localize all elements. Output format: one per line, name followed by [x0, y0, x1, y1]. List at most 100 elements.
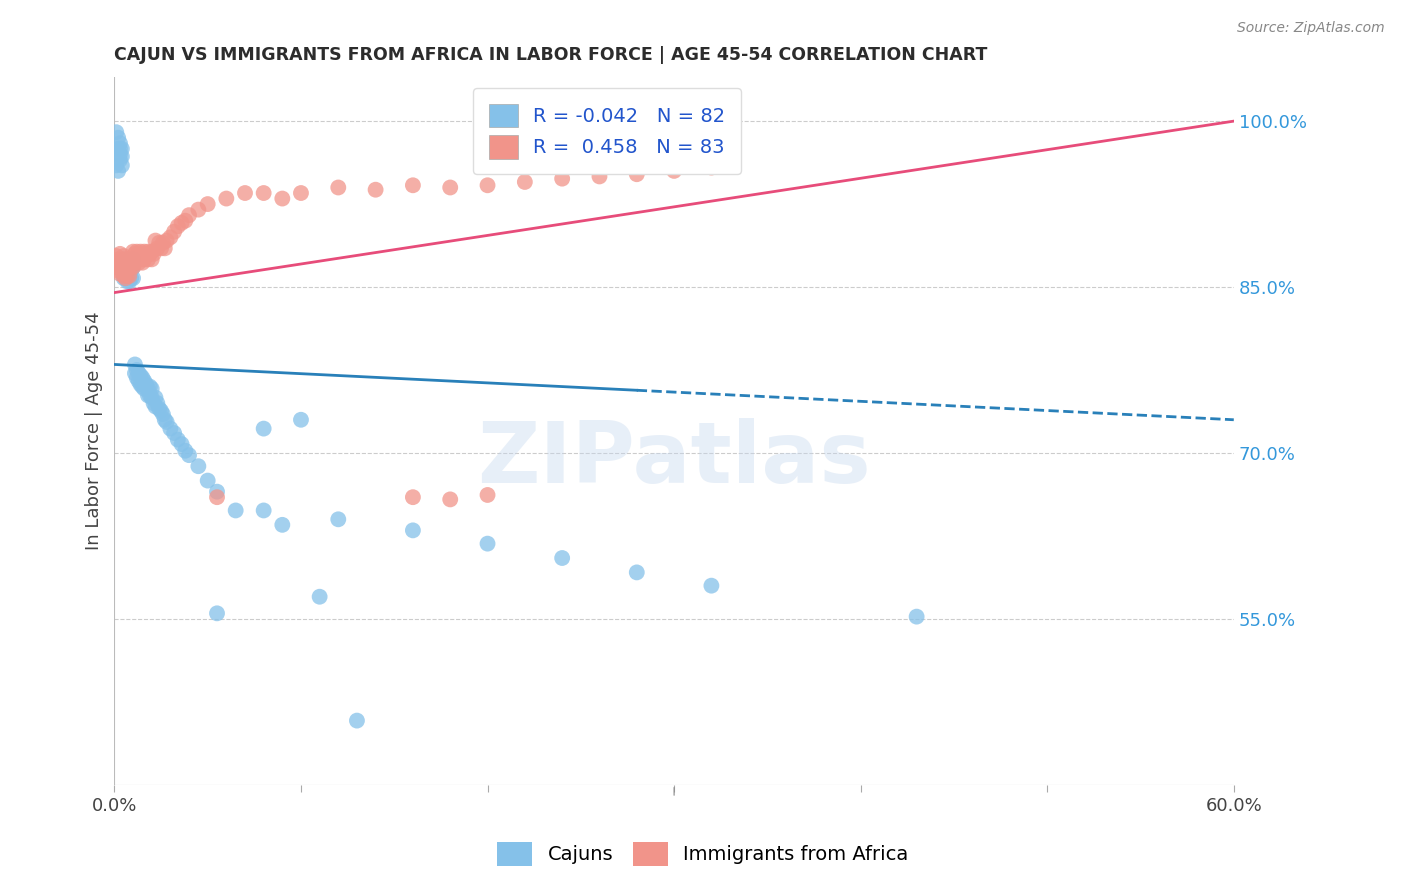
Point	[131, 379, 153, 393]
Point	[145, 234, 167, 248]
Point	[402, 524, 425, 538]
Point	[139, 388, 162, 402]
Point	[346, 714, 368, 728]
Point	[122, 252, 145, 267]
Point	[105, 249, 128, 263]
Point	[117, 258, 139, 272]
Point	[111, 158, 134, 172]
Point	[308, 590, 330, 604]
Point	[253, 503, 276, 517]
Point	[328, 512, 350, 526]
Y-axis label: In Labor Force | Age 45-54: In Labor Force | Age 45-54	[86, 311, 103, 550]
Point	[139, 379, 162, 393]
Point	[551, 551, 574, 566]
Point	[114, 256, 136, 270]
Point	[402, 490, 425, 504]
Point	[139, 247, 162, 261]
Text: Source: ZipAtlas.com: Source: ZipAtlas.com	[1237, 21, 1385, 35]
Point	[107, 130, 129, 145]
Point	[197, 474, 219, 488]
Point	[156, 415, 179, 429]
Point	[134, 252, 156, 267]
Point	[513, 175, 536, 189]
Point	[131, 247, 153, 261]
Point	[174, 213, 197, 227]
Point	[117, 267, 139, 281]
Point	[174, 443, 197, 458]
Point	[124, 358, 146, 372]
Point	[129, 368, 152, 383]
Point	[120, 271, 142, 285]
Point	[111, 252, 134, 267]
Point	[134, 374, 156, 388]
Point	[118, 267, 141, 281]
Point	[125, 252, 148, 267]
Point	[107, 252, 129, 267]
Point	[1316, 116, 1339, 130]
Point	[477, 178, 499, 193]
Point	[131, 256, 153, 270]
Point	[152, 235, 174, 250]
Point	[128, 374, 150, 388]
Point	[112, 260, 135, 274]
Point	[122, 260, 145, 274]
Point	[125, 363, 148, 377]
Legend: R = -0.042   N = 82, R =  0.458   N = 83: R = -0.042 N = 82, R = 0.458 N = 83	[472, 88, 741, 174]
Point	[107, 142, 129, 156]
Point	[112, 271, 135, 285]
Point	[108, 267, 131, 281]
Point	[136, 388, 159, 402]
Point	[146, 241, 169, 255]
Point	[662, 164, 685, 178]
Point	[215, 192, 238, 206]
Point	[146, 396, 169, 410]
Point	[124, 367, 146, 381]
Point	[117, 275, 139, 289]
Point	[118, 275, 141, 289]
Point	[177, 448, 200, 462]
Point	[364, 183, 387, 197]
Point	[205, 484, 228, 499]
Point	[128, 247, 150, 261]
Point	[700, 161, 723, 175]
Point	[136, 252, 159, 267]
Point	[148, 401, 170, 416]
Point	[159, 422, 181, 436]
Point	[225, 503, 247, 517]
Point	[124, 256, 146, 270]
Point	[156, 234, 179, 248]
Point	[108, 136, 131, 151]
Point	[477, 536, 499, 550]
Point	[142, 247, 165, 261]
Point	[122, 260, 145, 274]
Point	[118, 252, 141, 267]
Point	[114, 263, 136, 277]
Point	[233, 186, 256, 200]
Point	[439, 180, 461, 194]
Point	[700, 579, 723, 593]
Point	[112, 258, 135, 272]
Point	[439, 492, 461, 507]
Point	[112, 249, 135, 263]
Point	[108, 153, 131, 167]
Point	[122, 252, 145, 267]
Point	[107, 164, 129, 178]
Point	[122, 244, 145, 259]
Point	[253, 422, 276, 436]
Point	[588, 169, 610, 184]
Point	[131, 370, 153, 384]
Point	[114, 271, 136, 285]
Point	[117, 252, 139, 267]
Point	[163, 425, 186, 440]
Point	[170, 437, 193, 451]
Point	[187, 459, 209, 474]
Point	[112, 268, 135, 283]
Point	[114, 271, 136, 285]
Point	[402, 178, 425, 193]
Point	[120, 260, 142, 274]
Point	[166, 433, 188, 447]
Point	[271, 517, 294, 532]
Point	[118, 260, 141, 274]
Point	[271, 192, 294, 206]
Point	[141, 252, 163, 267]
